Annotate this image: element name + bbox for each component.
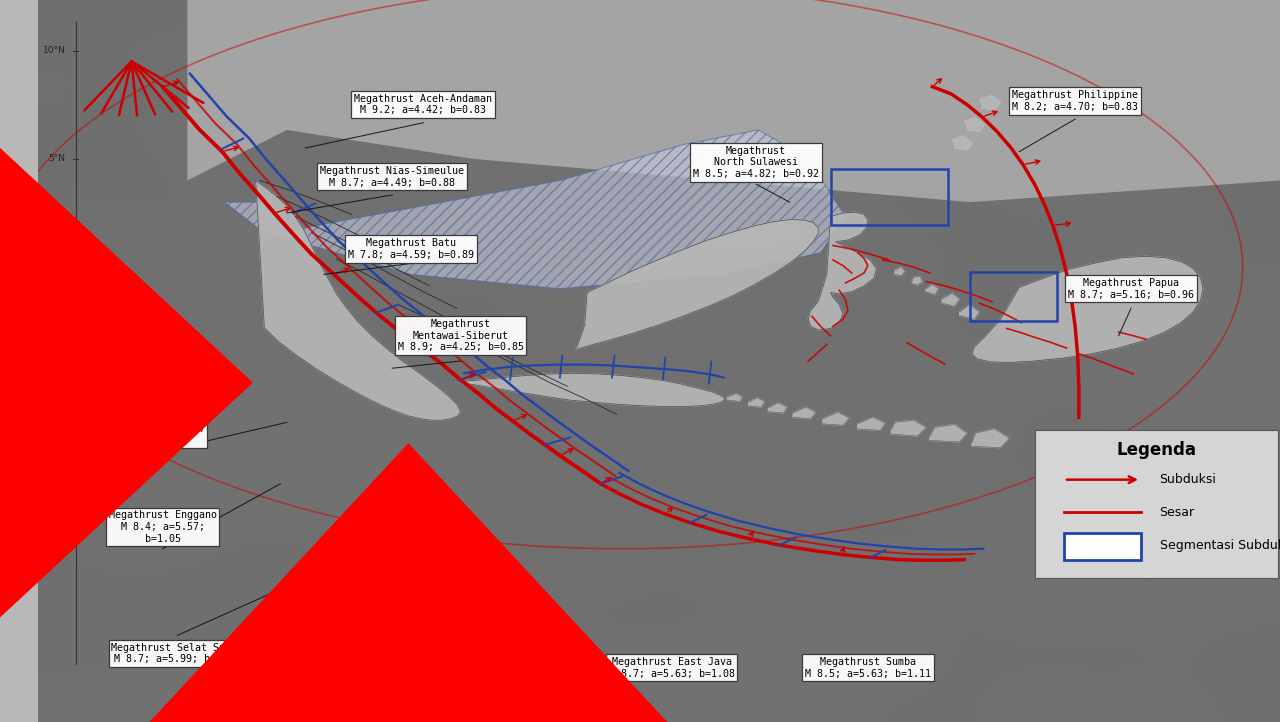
Polygon shape [749, 398, 764, 407]
Text: Segmentasi Subduksi: Segmentasi Subduksi [1160, 539, 1280, 552]
Text: 5°N: 5°N [49, 155, 65, 163]
Text: Subduksi: Subduksi [1160, 473, 1216, 486]
Text: Megathrust
Mentawai-Pagai
M 8.9; a=3.02;
b=0.63: Megathrust Mentawai-Pagai M 8.9; a=3.02;… [120, 400, 205, 445]
Bar [970, 272, 1056, 321]
Text: Megathrust Batu
M 7.8; a=4.59; b=0.89: Megathrust Batu M 7.8; a=4.59; b=0.89 [348, 238, 474, 260]
Text: Megathrust Selat Sunda
M 8.7; a=5.99; b=1.15: Megathrust Selat Sunda M 8.7; a=5.99; b=… [111, 643, 243, 664]
Polygon shape [451, 373, 724, 406]
Bar [1064, 533, 1140, 560]
Polygon shape [572, 219, 818, 351]
Text: Megathrust Nias-Simeulue
M 8.7; a=4.49; b=0.88: Megathrust Nias-Simeulue M 8.7; a=4.49; … [320, 166, 465, 188]
Polygon shape [895, 267, 905, 276]
Text: Megathrust Philippine
M 8.2; a=4.70; b=0.83: Megathrust Philippine M 8.2; a=4.70; b=0… [1012, 90, 1138, 112]
Polygon shape [927, 284, 938, 295]
Polygon shape [979, 95, 1001, 110]
Polygon shape [891, 420, 927, 436]
Text: 10°N: 10°N [44, 46, 65, 55]
Polygon shape [225, 130, 845, 289]
Polygon shape [187, 0, 1280, 202]
Polygon shape [794, 407, 815, 419]
Polygon shape [823, 412, 849, 425]
Polygon shape [858, 417, 886, 430]
Text: 0°: 0° [55, 263, 65, 271]
Text: Megathrust Aceh-Andaman
M 9.2; a=4.42; b=0.83: Megathrust Aceh-Andaman M 9.2; a=4.42; b… [355, 94, 493, 116]
Text: Megathrust Papua
M 8.7; a=5.16; b=0.96: Megathrust Papua M 8.7; a=5.16; b=0.96 [1068, 278, 1194, 300]
Polygon shape [952, 136, 972, 150]
Polygon shape [727, 393, 742, 401]
FancyBboxPatch shape [1036, 430, 1277, 578]
Polygon shape [972, 256, 1203, 362]
Polygon shape [965, 117, 984, 131]
Text: Megathrust East Java
M 8.7; a=5.63; b=1.08: Megathrust East Java M 8.7; a=5.63; b=1.… [608, 657, 735, 679]
Text: Megathrust
Central Java
M ?
a=5.55; b=1.08: Megathrust Central Java M ? a=5.55; b=1.… [406, 645, 490, 690]
Polygon shape [256, 180, 461, 420]
Text: Legenda: Legenda [1116, 441, 1197, 459]
Text: Megathrust
North Sulawesi
M 8.5; a=4.82; b=0.92: Megathrust North Sulawesi M 8.5; a=4.82;… [692, 146, 819, 179]
Text: 10°S: 10°S [44, 472, 65, 481]
Text: Megathrust Enggano
M 8.4; a=5.57;
b=1.05: Megathrust Enggano M 8.4; a=5.57; b=1.05 [109, 510, 216, 544]
Polygon shape [911, 277, 923, 285]
Text: Megathrust
Mentawai-Siberut
M 8.9; a=4.25; b=0.85: Megathrust Mentawai-Siberut M 8.9; a=4.2… [398, 319, 524, 352]
Polygon shape [960, 305, 979, 319]
Text: Megathrust Sumba
M 8.5; a=5.63; b=1.11: Megathrust Sumba M 8.5; a=5.63; b=1.11 [805, 657, 931, 679]
Polygon shape [972, 429, 1010, 448]
Polygon shape [942, 293, 960, 306]
Polygon shape [808, 212, 877, 330]
Text: Sesar: Sesar [1160, 505, 1194, 518]
Polygon shape [929, 425, 968, 442]
Polygon shape [768, 403, 787, 413]
Bar [831, 169, 948, 225]
Text: 5°S: 5°S [50, 371, 65, 380]
